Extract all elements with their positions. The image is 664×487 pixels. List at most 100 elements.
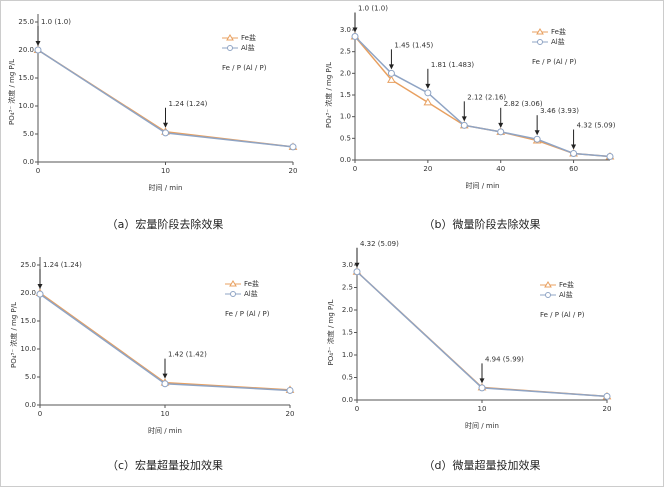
x-tick-label: 40 <box>496 165 505 173</box>
legend-label: Fe盐 <box>551 27 566 36</box>
y-tick-label: 25.0 <box>20 261 36 269</box>
caption: （b）微量阶段去除效果 <box>424 217 541 231</box>
y-tick-label: 1.5 <box>340 91 351 99</box>
marker <box>387 75 396 83</box>
y-axis-label: PO₄³⁻ 浓度 / mg P/L <box>324 62 333 128</box>
caption: （c）宏量超量投加效果 <box>107 458 223 472</box>
y-tick-label: 10.0 <box>18 102 34 110</box>
x-axis-label: 时间 / min <box>465 421 499 430</box>
annotation: 1.0 (1.0) <box>41 18 71 26</box>
y-axis-label: PO₄³⁻ 浓度 / mg P/L <box>7 59 16 125</box>
legend-label: Al盐 <box>244 289 258 298</box>
legend-label: Fe盐 <box>559 280 574 289</box>
x-tick-label: 0 <box>38 410 42 418</box>
legend-marker <box>230 291 236 297</box>
annotation: 1.24 (1.24) <box>43 261 82 269</box>
y-tick-label: 0.0 <box>25 401 36 409</box>
marker <box>460 121 468 129</box>
note: Fe / P (Al / P) <box>222 64 267 72</box>
x-tick-label: 20 <box>603 405 612 413</box>
legend-marker <box>537 39 543 45</box>
y-tick-label: 10.0 <box>20 345 36 353</box>
marker <box>603 392 611 400</box>
legend-label: Al盐 <box>551 37 565 46</box>
arrow-head <box>534 130 540 136</box>
legend-marker <box>544 281 552 288</box>
arrow-head <box>352 27 358 33</box>
marker <box>36 290 44 298</box>
arrow-head <box>425 83 431 89</box>
y-tick-label: 2.0 <box>340 69 351 77</box>
y-tick-label: 5.0 <box>25 373 36 381</box>
arrow-head <box>498 122 504 128</box>
y-tick-label: 1.0 <box>342 351 353 359</box>
marker <box>161 380 169 388</box>
x-axis-label: 时间 / min <box>148 426 182 435</box>
marker <box>570 150 578 157</box>
y-tick-label: 3.0 <box>340 26 351 34</box>
x-axis-label: 时间 / min <box>465 181 499 190</box>
annotation: 1.0 (1.0) <box>358 5 388 13</box>
legend-marker <box>545 292 551 298</box>
marker <box>478 384 486 392</box>
annotation: 4.32 (5.09) <box>360 240 399 248</box>
marker <box>162 129 169 137</box>
marker <box>423 97 433 106</box>
marker <box>424 89 432 97</box>
caption: （a）宏量阶段去除效果 <box>107 217 224 231</box>
marker <box>387 69 395 77</box>
note: Fe / P (Al / P) <box>540 311 585 319</box>
arrow-head <box>388 64 394 70</box>
arrow-head <box>571 144 577 150</box>
y-tick-label: 2.0 <box>342 306 353 314</box>
arrow-head <box>479 378 485 384</box>
note: Fe / P (Al / P) <box>532 58 577 66</box>
y-tick-label: 2.5 <box>342 284 353 292</box>
y-axis-label: PO₄³⁻ 浓度 / mg P/L <box>9 302 18 368</box>
x-axis-label: 时间 / min <box>148 183 182 192</box>
y-tick-label: 5.0 <box>23 130 34 138</box>
annotation: 4.32 (5.09) <box>577 122 616 130</box>
annotation: 4.94 (5.99) <box>485 355 524 363</box>
y-tick-label: 20.0 <box>20 289 36 297</box>
annotation: 1.42 (1.42) <box>168 351 207 359</box>
y-tick-label: 1.5 <box>342 329 353 337</box>
marker <box>351 33 359 40</box>
legend-label: Fe盐 <box>244 279 259 288</box>
x-tick-label: 0 <box>353 165 357 173</box>
marker <box>289 143 297 151</box>
annotation: 2.12 (2.16) <box>467 93 506 101</box>
y-tick-label: 3.0 <box>342 261 353 269</box>
y-tick-label: 0.0 <box>23 158 34 166</box>
y-tick-label: 0.0 <box>342 396 353 404</box>
arrow-head <box>354 262 360 268</box>
legend-label: Al盐 <box>559 290 573 299</box>
y-tick-label: 0.5 <box>342 374 353 382</box>
legend-label: Fe盐 <box>241 33 256 42</box>
x-tick-label: 10 <box>161 410 170 418</box>
y-tick-label: 0.0 <box>340 156 351 164</box>
x-tick-label: 60 <box>569 165 578 173</box>
marker <box>533 135 541 143</box>
legend-marker <box>536 28 544 35</box>
marker <box>497 128 505 136</box>
x-tick-label: 0 <box>355 405 359 413</box>
caption: （d）微量超量投加效果 <box>424 458 541 472</box>
annotation: 1.45 (1.45) <box>394 41 433 49</box>
legend-marker <box>229 280 237 287</box>
x-tick-label: 20 <box>423 165 432 173</box>
marker <box>286 386 294 394</box>
arrow-head <box>162 373 168 379</box>
arrow-head <box>37 284 43 289</box>
marker <box>606 153 614 161</box>
y-axis-label: PO₄³⁻ 浓度 / mg P/L <box>326 299 335 365</box>
annotation: 1.81 (1.483) <box>431 61 475 69</box>
marker <box>34 46 42 54</box>
y-tick-label: 15.0 <box>18 74 34 82</box>
x-tick-label: 20 <box>286 410 295 418</box>
x-tick-label: 0 <box>36 167 40 175</box>
annotation: 1.24 (1.24) <box>169 100 208 108</box>
legend-label: Al盐 <box>241 43 255 52</box>
x-tick-label: 20 <box>289 167 298 175</box>
